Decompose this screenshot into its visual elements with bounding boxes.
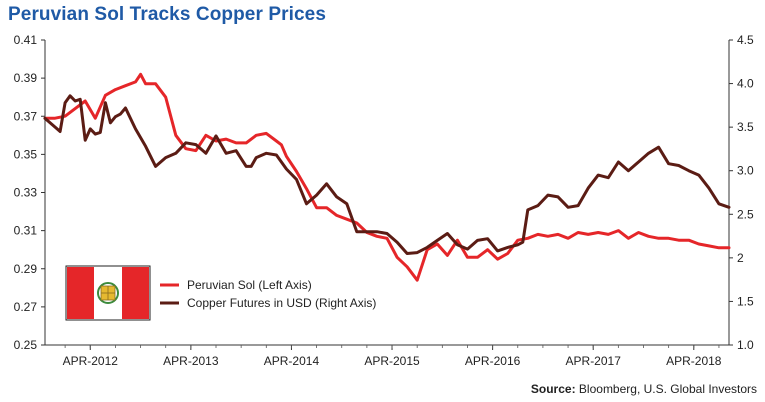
y-right-tick-label: 4.5	[737, 33, 754, 47]
y-right-tick-label: 2.5	[737, 207, 754, 221]
y-right-tick-label: 2	[737, 251, 744, 265]
y-right-tick-label: 1.0	[737, 338, 754, 352]
x-tick-label: APR-2015	[364, 354, 420, 368]
series-line-copper-futures	[43, 94, 731, 255]
chart-title: Peruvian Sol Tracks Copper Prices	[8, 4, 326, 25]
peru-coat-of-arms-icon	[97, 282, 119, 304]
x-tick-label: APR-2017	[566, 354, 622, 368]
y-right-tick-label: 3.5	[737, 120, 754, 134]
source-text: Bloomberg, U.S. Global Investors	[578, 382, 757, 396]
x-tick-label: APR-2014	[264, 354, 320, 368]
series-lines-group	[43, 72, 731, 282]
y-right-tick-label: 1.5	[737, 294, 754, 308]
x-tick-label: APR-2012	[63, 354, 119, 368]
source-label: Source:	[530, 382, 576, 396]
y-right-tick-label: 3.0	[737, 164, 754, 178]
x-tick-label: APR-2018	[666, 354, 722, 368]
legend-label-sol: Peruvian Sol (Left Axis)	[187, 278, 312, 292]
peru-flag-right-stripe	[122, 267, 149, 319]
peru-flag-left-stripe	[67, 267, 94, 319]
y-left-tick-label: 0.31	[14, 224, 38, 238]
chart-source: Source: Bloomberg, U.S. Global Investors	[531, 382, 757, 396]
series-line-peruvian-sol	[43, 72, 731, 282]
axes-group: 0.25 0.27 0.29 0.31 0.33 0.35 0.37 0.39 0.41 1.0 1…	[14, 33, 754, 368]
legend: Peruvian Sol (Left Axis) Copper Futures …	[65, 265, 376, 321]
y-left-tick-label: 0.29	[14, 262, 38, 276]
y-left-tick-label: 0.41	[14, 33, 38, 47]
y-left-tick-label: 0.33	[14, 186, 38, 200]
y-left-tick-label: 0.37	[14, 109, 38, 123]
y-left-tick-label: 0.35	[14, 147, 38, 161]
y-left-tick-label: 0.25	[14, 338, 38, 352]
y-left-tick-label: 0.27	[14, 300, 38, 314]
y-right-tick-label: 4.0	[737, 77, 754, 91]
x-tick-label: APR-2013	[163, 354, 219, 368]
y-left-tick-label: 0.39	[14, 71, 38, 85]
x-tick-label: APR-2016	[465, 354, 521, 368]
legend-label-copper: Copper Futures in USD (Right Axis)	[187, 296, 376, 310]
